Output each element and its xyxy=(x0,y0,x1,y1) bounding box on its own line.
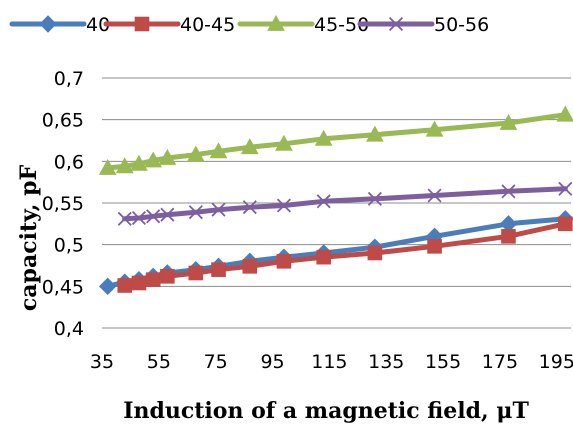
data-point xyxy=(98,158,117,175)
x-tick-label: 35 xyxy=(90,351,114,373)
data-point xyxy=(188,205,203,220)
legend-label: 45-50 xyxy=(314,14,369,36)
data-point xyxy=(366,125,384,142)
x-tick-label: 115 xyxy=(311,351,347,373)
x-tick-label: 95 xyxy=(260,351,284,373)
data-point xyxy=(276,198,291,213)
data-point xyxy=(275,134,293,151)
legend: 40 40-45 45-50 50-56 xyxy=(9,14,489,36)
y-tick-label: 0,45 xyxy=(42,276,84,298)
y-tick-label: 0,55 xyxy=(42,193,84,215)
y-axis-title: capacity, pF xyxy=(16,165,42,312)
x-tick-label: 135 xyxy=(368,351,404,373)
data-point xyxy=(145,272,161,287)
data-point xyxy=(131,210,146,226)
data-point xyxy=(558,216,573,232)
data-point xyxy=(117,211,132,226)
data-point xyxy=(146,209,161,224)
data-point xyxy=(158,148,177,165)
data-point xyxy=(501,184,516,199)
legend-label: 40-45 xyxy=(180,14,235,36)
legend-label: 50-56 xyxy=(434,14,489,36)
y-tick-label: 0,4 xyxy=(54,318,84,340)
x-tick-label: 75 xyxy=(204,351,228,373)
data-point xyxy=(211,202,226,217)
data-point xyxy=(160,269,175,284)
legend-item: 50-56 xyxy=(357,14,489,36)
x-tick-label: 195 xyxy=(539,351,573,373)
series-line xyxy=(105,112,568,171)
data-point xyxy=(242,200,257,215)
y-tick-label: 0,6 xyxy=(54,151,84,173)
data-point xyxy=(186,145,205,162)
x-tick-label: 155 xyxy=(425,351,461,373)
data-point xyxy=(316,194,331,209)
data-point xyxy=(188,265,204,281)
y-tick-label: 0,65 xyxy=(42,110,84,132)
legend-swatch-marker xyxy=(388,16,404,32)
x-axis-ticks: 35 55 75 95 115 135 155 175 195 xyxy=(90,351,573,373)
data-point xyxy=(144,151,163,168)
series-group xyxy=(98,105,573,296)
legend-item: 40 xyxy=(9,14,110,36)
data-point xyxy=(427,188,442,203)
x-tick-label: 55 xyxy=(147,351,171,373)
data-point xyxy=(316,249,332,265)
data-point xyxy=(367,245,383,261)
data-point xyxy=(130,154,148,171)
y-tick-label: 0,5 xyxy=(54,235,84,257)
legend-swatch-marker xyxy=(39,15,57,33)
data-point xyxy=(117,278,133,293)
legend-label: 40 xyxy=(86,14,110,36)
x-tick-label: 175 xyxy=(482,351,518,373)
data-point xyxy=(556,105,573,122)
data-point xyxy=(427,239,442,254)
series-50-56 xyxy=(117,181,573,226)
legend-swatch-marker xyxy=(134,16,150,32)
series-45-50 xyxy=(98,105,573,175)
data-point xyxy=(160,207,175,222)
data-point xyxy=(131,275,147,291)
legend-item: 45-50 xyxy=(237,14,369,36)
data-point xyxy=(115,157,134,174)
data-point xyxy=(98,277,117,296)
series-40-45 xyxy=(117,216,573,293)
data-point xyxy=(558,181,573,196)
data-point xyxy=(276,254,292,269)
legend-item: 40-45 xyxy=(103,14,235,36)
data-point xyxy=(211,262,226,277)
data-point xyxy=(499,113,518,130)
data-point xyxy=(242,259,258,274)
x-axis-title: Induction of a magnetic field, μT xyxy=(123,398,529,424)
data-point xyxy=(240,138,259,155)
data-point xyxy=(425,120,444,137)
legend-swatch-marker xyxy=(267,14,285,31)
series-line xyxy=(122,186,568,222)
y-axis-ticks: 0,4 0,45 0,5 0,55 0,6 0,65 0,7 xyxy=(42,68,84,340)
y-tick-label: 0,7 xyxy=(54,68,84,90)
data-point xyxy=(209,142,228,159)
data-point xyxy=(501,229,516,244)
data-point xyxy=(314,129,333,146)
data-point xyxy=(367,191,382,206)
